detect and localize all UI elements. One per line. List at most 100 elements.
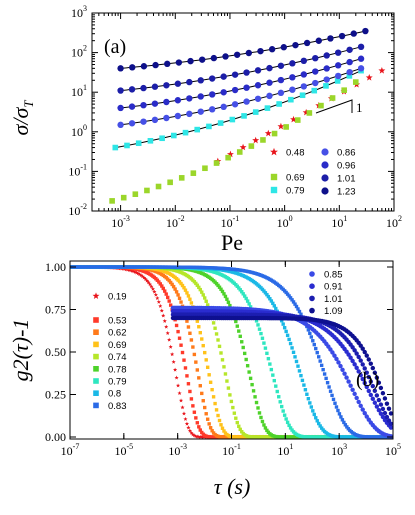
data-point: [294, 359, 299, 364]
data-point: [268, 46, 276, 53]
y-tick-label: 0.00: [45, 430, 66, 444]
data-point: [287, 294, 291, 298]
slope-label: 1: [356, 100, 363, 115]
data-point: [220, 73, 227, 80]
data-point: [308, 401, 312, 405]
data-point: [213, 326, 217, 330]
data-point: [144, 187, 150, 194]
x-tick-label: 103: [331, 442, 347, 458]
legend-marker: [309, 283, 315, 290]
data-point: [168, 344, 173, 349]
data-point: [343, 423, 348, 427]
data-point: [204, 358, 208, 362]
legend-marker: [93, 329, 99, 335]
data-point: [147, 282, 153, 287]
data-point: [366, 357, 371, 362]
data-point: [173, 287, 177, 291]
legend-label: 1.01: [337, 174, 356, 185]
data-point: [292, 41, 299, 49]
data-point: [226, 150, 234, 158]
data-point: [254, 319, 259, 323]
legend-label: 0.19: [108, 292, 127, 303]
data-point: [135, 140, 142, 147]
data-point: [346, 46, 353, 53]
data-point: [203, 405, 207, 410]
data-point: [234, 319, 238, 324]
data-point: [374, 375, 380, 380]
data-point: [209, 106, 216, 113]
data-point: [209, 91, 216, 98]
data-point: [257, 327, 262, 331]
data-point: [339, 415, 343, 419]
data-point: [147, 138, 154, 144]
legend-label: 0.78: [108, 364, 127, 375]
data-point: [225, 154, 231, 161]
data-point: [306, 396, 311, 401]
legend-marker: [93, 317, 99, 323]
data-point: [300, 378, 305, 383]
legend-marker: [309, 271, 315, 277]
data-point: [186, 110, 193, 118]
data-point: [236, 149, 243, 155]
data-point: [174, 97, 182, 104]
data-point: [243, 84, 250, 91]
data-point: [182, 129, 189, 136]
data-point: [182, 358, 186, 362]
data-point: [165, 330, 170, 335]
data-point: [302, 108, 310, 116]
data-point: [185, 319, 189, 323]
legend-marker: [270, 173, 278, 181]
data-point: [237, 286, 241, 290]
legend-label: 0.53: [108, 316, 127, 327]
data-point: [229, 116, 236, 123]
data-point: [312, 54, 319, 62]
legend-label: 0.62: [108, 328, 127, 339]
data-point: [128, 103, 136, 110]
y-tick-label: 0.50: [45, 345, 66, 359]
data-point: [222, 292, 226, 296]
data-point: [285, 292, 290, 296]
data-point: [205, 365, 210, 369]
data-point: [231, 405, 235, 410]
legend-label: 0.91: [324, 282, 343, 293]
data-point: [161, 313, 166, 318]
data-point: [334, 78, 341, 84]
data-point: [342, 420, 346, 425]
data-point: [309, 335, 314, 339]
data-point: [297, 369, 302, 373]
data-point: [225, 379, 229, 383]
legend-marker: [93, 390, 99, 396]
legend-marker: [93, 378, 99, 384]
data-point: [216, 283, 220, 288]
panel-a-ylabel-sub: T: [21, 100, 36, 108]
x-tick-label: 101: [277, 442, 293, 458]
data-point: [274, 306, 278, 311]
data-point: [311, 409, 315, 413]
data-point: [254, 400, 259, 405]
data-point: [241, 113, 247, 119]
data-point: [198, 56, 206, 63]
data-point: [290, 428, 294, 432]
data-point: [201, 293, 205, 297]
data-point: [257, 47, 264, 55]
data-point: [197, 325, 201, 329]
data-point: [180, 405, 185, 410]
data-point: [277, 76, 285, 84]
data-point: [120, 194, 127, 201]
data-point: [170, 282, 174, 287]
data-point: [161, 286, 165, 291]
data-point: [306, 328, 311, 332]
data-point: [164, 292, 168, 296]
data-point: [198, 330, 202, 335]
data-point: [117, 87, 124, 94]
legend-label: 0.83: [108, 401, 127, 412]
data-point: [167, 278, 171, 283]
data-point: [204, 299, 208, 304]
data-point: [300, 71, 308, 78]
data-point: [321, 367, 325, 372]
data-point: [281, 322, 285, 326]
data-point: [192, 410, 197, 414]
data-point: [222, 365, 226, 369]
data-point: [265, 351, 269, 356]
legend-marker: [93, 366, 99, 372]
